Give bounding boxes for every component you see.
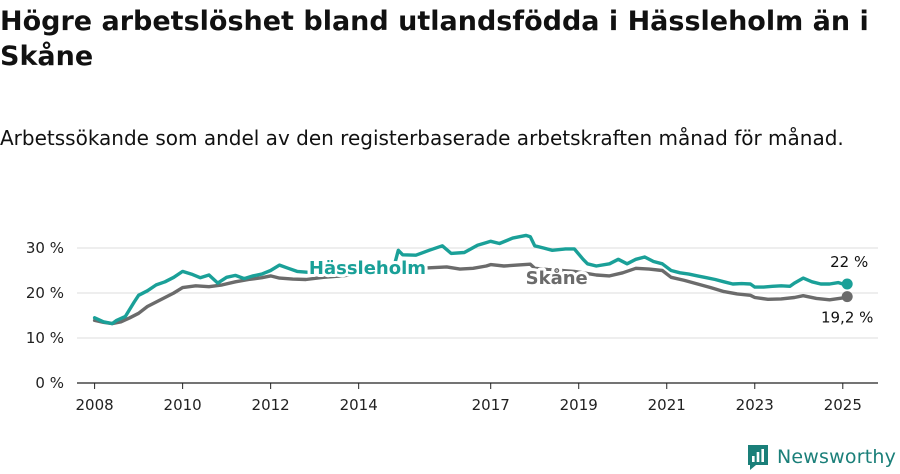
end-point-hassleholm xyxy=(841,278,853,290)
x-tick-label: 2023 xyxy=(736,396,774,414)
x-tick-label: 2017 xyxy=(472,396,510,414)
x-tick-label: 2010 xyxy=(164,396,202,414)
newsworthy-brand[interactable]: Newsworthy xyxy=(746,442,896,472)
x-tick-label: 2021 xyxy=(648,396,686,414)
newsworthy-logo-icon xyxy=(748,445,768,470)
y-tick-label: 20 % xyxy=(26,284,64,302)
chart-subtitle: Arbetssökande som andel av den registerb… xyxy=(0,126,844,150)
x-tick-label: 2012 xyxy=(252,396,290,414)
gridlines xyxy=(77,247,878,339)
x-tick-label: 2025 xyxy=(824,396,862,414)
x-tick-label: 2019 xyxy=(560,396,598,414)
end-point-skane xyxy=(841,291,853,303)
series-line-hassleholm xyxy=(92,233,849,326)
series-label-hassleholm: Hässleholm xyxy=(309,258,426,279)
end-value-skane: 19,2 % xyxy=(821,309,873,327)
series-line-skane xyxy=(92,262,849,326)
x-tick-label: 2014 xyxy=(340,396,378,414)
brand-name: Newsworthy xyxy=(777,446,897,468)
y-tick-label: 30 % xyxy=(26,239,64,257)
y-tick-label: 10 % xyxy=(26,329,64,347)
series-labels: 22 % 19,2 % Hässleholm Skåne xyxy=(306,253,873,327)
series-label-skane: Skåne xyxy=(526,267,588,289)
chart-title: Högre arbetslöshet bland utlandsfödda i … xyxy=(0,6,869,72)
end-value-hassleholm: 22 % xyxy=(830,253,868,271)
axes: 0 % 10 % 20 % 30 % 2008 2010 2012 2014 2017 2019 2… xyxy=(26,239,878,414)
series-lines xyxy=(92,233,853,326)
x-tick-label: 2008 xyxy=(76,396,114,414)
y-tick-label: 0 % xyxy=(35,374,64,392)
